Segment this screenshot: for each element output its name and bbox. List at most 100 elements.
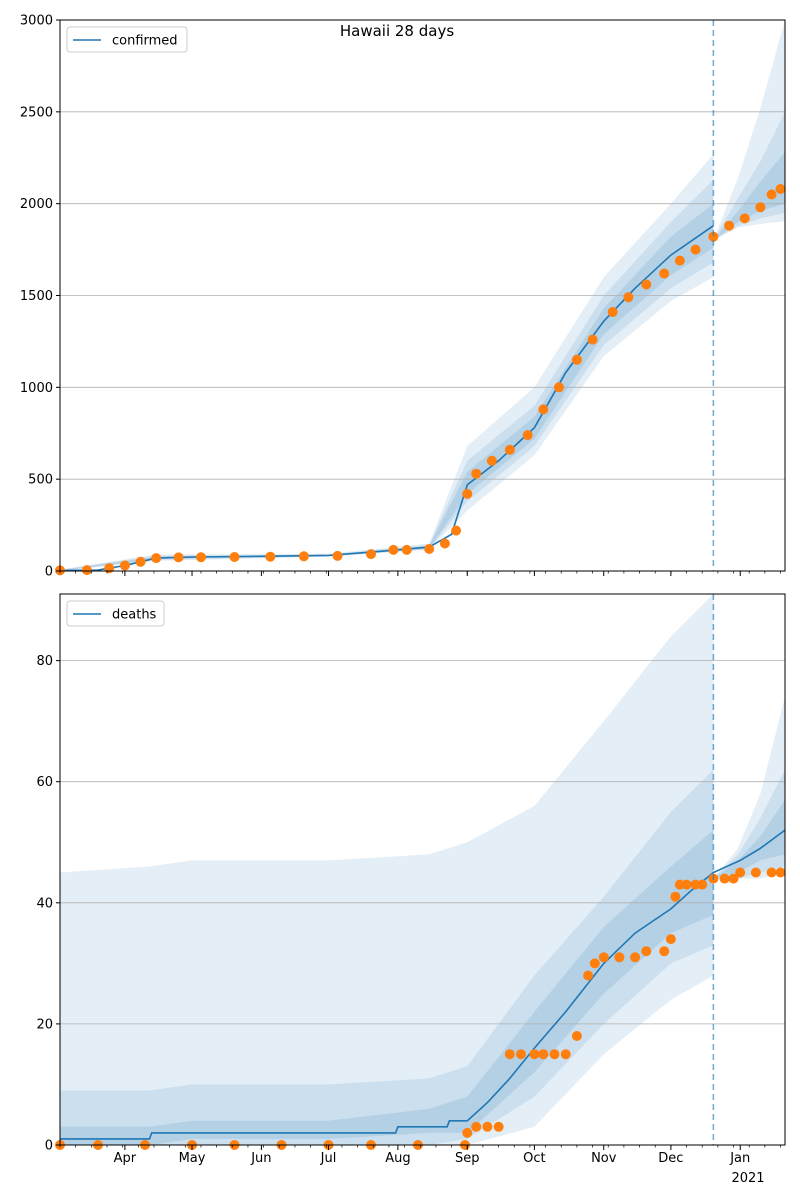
deaths-observed-point xyxy=(735,867,746,878)
deaths-observed-point xyxy=(719,873,730,884)
confirmed-observed-point xyxy=(766,189,777,200)
deaths-bands-inner-0 xyxy=(60,830,714,1145)
deaths-observed-point xyxy=(681,879,692,890)
deaths-xtick-label: Jun xyxy=(250,1151,271,1166)
confirmed-observed-point xyxy=(119,560,130,571)
confirmed-ytick-label: 0 xyxy=(45,565,53,580)
deaths-xtick-label: Jul xyxy=(320,1151,337,1166)
deaths-observed-point xyxy=(665,934,676,945)
deaths-observed-point xyxy=(697,879,708,890)
confirmed-bands-outer-0 xyxy=(60,154,714,571)
deaths-observed-point xyxy=(659,946,670,957)
deaths-xtick-label: Apr xyxy=(114,1151,137,1166)
confirmed-observed-point xyxy=(81,565,92,576)
confirmed-observed-point xyxy=(708,231,719,242)
confirmed-observed-point xyxy=(462,488,473,499)
deaths-xtick-label: Nov xyxy=(591,1151,617,1166)
confirmed-observed-point xyxy=(229,552,240,562)
confirmed-observed-point xyxy=(366,549,376,560)
confirmed-observed-point xyxy=(623,292,634,303)
confirmed-ytick-label: 2500 xyxy=(20,105,53,120)
confirmed-observed-point xyxy=(424,544,435,554)
confirmed-observed-point xyxy=(554,382,564,393)
confirmed-gridlines xyxy=(60,19,785,572)
deaths-observed-point xyxy=(560,1049,571,1060)
confirmed-uncertainty-bands xyxy=(60,20,785,572)
confirmed-observed-point xyxy=(690,244,701,255)
confirmed-observed-point xyxy=(401,544,412,555)
deaths-plot-frame xyxy=(59,593,786,1146)
confirmed-observed-point xyxy=(659,268,670,279)
confirmed-bands-outer-1 xyxy=(713,20,785,241)
confirmed-observed-point xyxy=(587,334,598,345)
confirmed-bands-mid-1 xyxy=(713,111,785,241)
deaths-observed-point xyxy=(571,1031,582,1041)
deaths-observed-point xyxy=(504,1049,515,1060)
deaths-xtick-label: Aug xyxy=(385,1151,410,1166)
confirmed-model-line xyxy=(59,225,714,572)
deaths-xtick-label: Sep xyxy=(455,1151,480,1166)
confirmed-legend-label: confirmed xyxy=(112,34,178,49)
chart-title: Hawaii 28 days xyxy=(340,22,454,40)
confirmed-observed-point xyxy=(451,525,462,536)
deaths-legend: deaths xyxy=(66,600,165,627)
deaths-axes: 0 20 40 60 80 Apr May Jun Jul Aug Sep Oct Nov Dec Jan xyxy=(36,593,786,1166)
confirmed-observed-point xyxy=(674,255,685,266)
confirmed-observed-point xyxy=(724,220,735,231)
confirmed-observed-point xyxy=(739,213,750,224)
confirmed-axes: 0 500 1000 1500 2000 2500 3000 xyxy=(20,14,786,580)
confirmed-legend: confirmed xyxy=(66,26,188,53)
confirmed-observed-point xyxy=(607,307,618,317)
confirmed-ytick-label: 1500 xyxy=(20,289,53,304)
confirmed-observed-point xyxy=(196,552,206,563)
deaths-observed-point xyxy=(538,1049,549,1060)
confirmed-ytick-label: 1000 xyxy=(20,381,53,396)
confirmed-model-line-path xyxy=(59,225,714,572)
deaths-observed-point xyxy=(529,1049,540,1060)
confirmed-legend-box xyxy=(66,26,188,53)
year-label: 2021 xyxy=(731,1171,764,1186)
deaths-observed-point xyxy=(462,1127,473,1138)
deaths-bands-mid-0 xyxy=(60,769,714,1145)
deaths-ytick-label: 60 xyxy=(36,775,53,790)
confirmed-bands-mid-0 xyxy=(60,179,714,572)
confirmed-bands-inner-1 xyxy=(713,152,785,241)
deaths-observed-point xyxy=(728,873,739,884)
deaths-observed-point xyxy=(775,867,786,878)
confirmed-observed-point xyxy=(471,468,482,479)
confirmed-observed-point xyxy=(522,430,533,441)
confirmed-observed-point xyxy=(173,552,184,563)
deaths-observed-point xyxy=(482,1121,493,1132)
deaths-observed-point xyxy=(589,958,600,969)
deaths-observed-point xyxy=(471,1121,482,1132)
confirmed-observed-point xyxy=(104,563,115,574)
confirmed-ytick-label: 500 xyxy=(28,473,53,488)
confirmed-observed-point xyxy=(538,404,549,415)
deaths-observed-point xyxy=(641,946,652,957)
deaths-bands-inner-1 xyxy=(713,799,785,879)
deaths-ytick-label: 40 xyxy=(36,896,53,911)
deaths-ytick-label: 20 xyxy=(36,1017,53,1032)
confirmed-observed-point xyxy=(388,544,399,555)
confirmed-observed-point xyxy=(775,184,786,194)
confirmed-observed-point xyxy=(265,551,276,562)
confirmed-observed-point xyxy=(571,354,582,365)
confirmed-observed-point xyxy=(332,550,343,561)
deaths-observed-point xyxy=(583,970,594,981)
deaths-observed-point xyxy=(750,867,761,878)
deaths-bands-outer-1 xyxy=(713,696,785,879)
confirmed-observed-point xyxy=(135,556,146,567)
confirmed-observed-point xyxy=(486,455,497,466)
deaths-observed-point xyxy=(598,952,609,963)
deaths-xtick-label: Dec xyxy=(658,1151,683,1166)
deaths-observed-point xyxy=(549,1049,560,1060)
deaths-bands-outer-0 xyxy=(60,594,714,1145)
deaths-observed-point xyxy=(766,867,777,878)
deaths-observed-point xyxy=(516,1049,526,1060)
confirmed-observed-points xyxy=(55,184,786,576)
deaths-ytick-label: 0 xyxy=(45,1139,53,1154)
deaths-observed-point xyxy=(630,952,641,963)
